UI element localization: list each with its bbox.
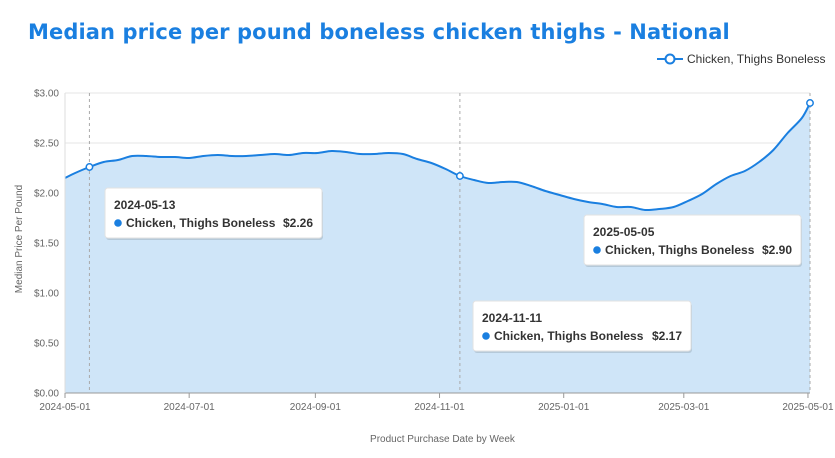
x-tick-label: 2024-11-01: [414, 402, 465, 413]
series-line[interactable]: [64, 102, 811, 212]
tooltip-series-name: Chicken, Thighs Boneless: [126, 216, 276, 230]
tooltip-series-dot: [593, 246, 601, 254]
y-tick-label: $1.50: [34, 239, 59, 250]
tooltip-box: [104, 187, 323, 239]
tooltip-date: 2024-11-11: [482, 311, 542, 325]
tooltip-card: 2025-05-05 Chicken, Thighs Boneless $2.90: [583, 214, 802, 267]
y-tick-label: $0.50: [34, 339, 59, 350]
tooltip-series-dot: [114, 219, 122, 227]
tooltip-value: $2.90: [762, 243, 792, 257]
tooltip-series-name: Chicken, Thighs Boneless: [605, 243, 755, 257]
legend[interactable]: Chicken, Thighs Boneless: [657, 52, 826, 66]
tooltip-card: 2024-05-13 Chicken, Thighs Boneless $2.26: [104, 187, 323, 240]
x-tick-label: 2025-03-01: [658, 402, 710, 413]
legend-item-label[interactable]: Chicken, Thighs Boneless: [687, 52, 826, 66]
x-tick-label: 2024-09-01: [290, 402, 342, 413]
tooltip-date: 2024-05-13: [114, 198, 176, 212]
x-tick-label: 2024-05-01: [39, 402, 91, 413]
tooltip-box: [583, 214, 802, 266]
y-tick-label: $2.00: [34, 189, 59, 200]
y-tick-label: $2.50: [34, 139, 59, 150]
data-point-marker[interactable]: [806, 99, 814, 107]
x-tick-label: 2024-07-01: [164, 402, 216, 413]
tooltip-series-name: Chicken, Thighs Boneless: [494, 329, 644, 343]
tooltip-value: $2.26: [283, 216, 313, 230]
y-axis-title: Median Price Per Pound: [14, 185, 25, 293]
data-point-marker[interactable]: [85, 163, 94, 171]
tooltip-date: 2025-05-05: [593, 225, 655, 239]
x-tick-label: 2025-05-01: [782, 402, 834, 413]
y-tick-label: $3.00: [34, 89, 59, 100]
data-point-marker[interactable]: [455, 172, 464, 180]
tooltip-card: 2024-11-11 Chicken, Thighs Boneless $2.17: [472, 300, 692, 353]
tooltip-value: $2.17: [652, 329, 682, 343]
x-tick-label: 2025-01-01: [538, 402, 590, 413]
tooltip-box: [472, 300, 692, 352]
x-axis-title: Product Purchase Date by Week: [370, 434, 516, 445]
y-tick-label: $1.00: [34, 289, 59, 300]
tooltip-series-dot: [482, 332, 490, 340]
y-tick-label: $0.00: [34, 389, 59, 400]
chart-title: Median price per pound boneless chicken …: [28, 20, 730, 44]
legend-marker-icon: [664, 53, 676, 65]
